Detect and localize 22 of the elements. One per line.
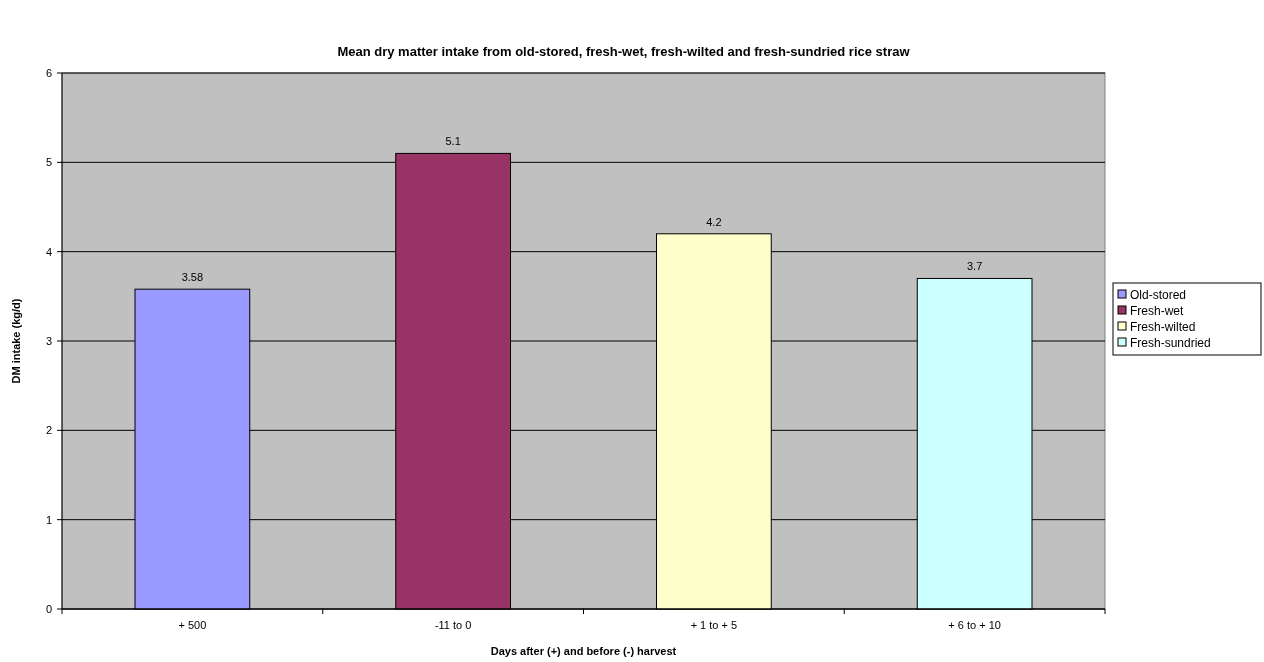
legend-label: Fresh-wilted — [1130, 320, 1196, 334]
data-label: 5.1 — [445, 135, 461, 148]
x-tick-label: -11 to 0 — [434, 619, 472, 631]
data-label: 4.2 — [706, 215, 722, 228]
y-tick-label: 3 — [45, 335, 52, 347]
x-tick-label: + 6 to + 10 — [948, 619, 1001, 631]
legend-label: Old-stored — [1130, 288, 1187, 302]
y-tick-label: 0 — [45, 603, 52, 615]
y-tick-label: 1 — [45, 513, 52, 526]
y-tick-label: 5 — [45, 156, 52, 169]
legend-label: Fresh-sundried — [1130, 336, 1211, 350]
x-axis-title: Days after (+) and before (-) harvest — [490, 645, 677, 657]
y-tick-label: 2 — [45, 424, 52, 437]
y-axis-title: DM intake (kg/d) — [10, 298, 22, 384]
x-tick-label: + 1 to + 5 — [690, 619, 738, 631]
chart-title: Mean dry matter intake from old-stored, fresh-wet, fresh-wilted and fresh-sundried rice straw — [337, 44, 911, 59]
data-label: 3.7 — [966, 260, 983, 273]
y-tick-label: 6 — [45, 67, 52, 79]
x-tick-label: + 500 — [178, 619, 207, 631]
legend-label: Fresh-wet — [1130, 304, 1185, 318]
data-label: 3.58 — [181, 271, 204, 284]
y-tick-label: 4 — [45, 245, 52, 258]
